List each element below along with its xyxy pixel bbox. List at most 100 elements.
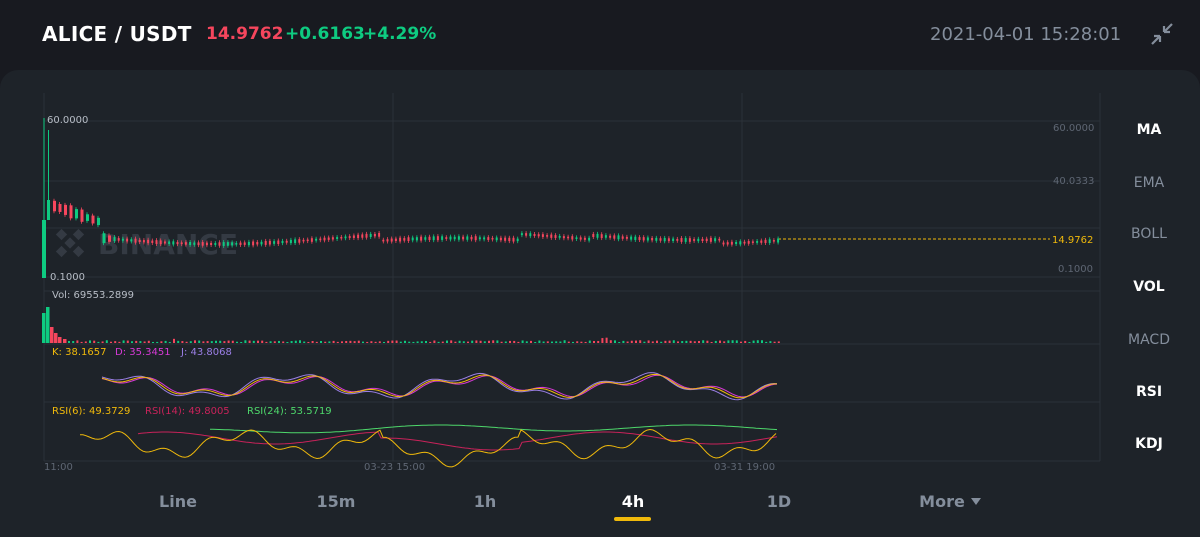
indicator-ema[interactable]: EMA — [1133, 175, 1165, 191]
volume-bar — [131, 341, 133, 343]
candle — [596, 233, 599, 238]
volume-bar — [601, 338, 604, 343]
volume-bar — [42, 313, 46, 343]
candle — [562, 236, 565, 239]
tab-more[interactable]: More — [895, 492, 1005, 511]
tab-more-label: More — [919, 492, 965, 511]
candle — [772, 240, 775, 242]
tab-4h[interactable]: 4h — [621, 492, 645, 511]
candle — [184, 242, 187, 245]
pair-title[interactable]: ALICE / USDT — [42, 22, 192, 46]
volume-bar — [521, 340, 524, 343]
volume-bar — [626, 341, 629, 343]
volume-bar — [311, 340, 314, 343]
candle — [617, 235, 620, 240]
indicator-kdj[interactable]: KDJ — [1135, 436, 1163, 452]
candle — [592, 233, 595, 238]
volume-bar — [198, 340, 201, 343]
indicator-vol[interactable]: VOL — [1133, 279, 1165, 295]
candle — [247, 241, 250, 246]
candle — [693, 239, 696, 241]
volume-bar — [677, 341, 679, 343]
volume-bar — [143, 341, 146, 343]
volume-bar — [101, 341, 104, 343]
candle — [730, 241, 733, 245]
indicator-ma[interactable]: MA — [1136, 122, 1162, 138]
volume-bar — [362, 341, 364, 343]
indicator-boll[interactable]: BOLL — [1131, 226, 1167, 242]
candle — [663, 237, 666, 242]
volume-bar — [378, 341, 381, 343]
tab-1d[interactable]: 1D — [766, 492, 792, 511]
candle — [403, 238, 406, 241]
candle — [659, 238, 662, 241]
volume-bar — [416, 341, 419, 343]
kline-chart[interactable]: BINANCE 60.0000 0.1000 60.0000 40.0333 0… — [0, 70, 1200, 470]
candle — [407, 237, 410, 242]
candle — [319, 238, 322, 241]
volume-bar — [215, 340, 217, 343]
candle — [491, 237, 494, 240]
tab-line[interactable]: Line — [159, 492, 197, 511]
volume-bar — [605, 337, 608, 343]
candle — [466, 236, 469, 240]
tab-1h[interactable]: 1h — [473, 492, 497, 511]
volume-bar — [341, 341, 343, 343]
volume-bar — [97, 341, 100, 343]
candle — [357, 234, 360, 239]
indicator-rsi[interactable]: RSI — [1135, 384, 1163, 400]
volume-bar — [387, 340, 390, 343]
rsi-lines — [79, 424, 778, 468]
candle — [667, 238, 670, 242]
candle — [260, 241, 263, 245]
volume-bar — [320, 341, 322, 343]
volume-bar — [723, 341, 726, 343]
volume-bar — [273, 341, 276, 343]
volume-bar — [765, 341, 768, 343]
candle — [159, 240, 162, 245]
candle — [751, 241, 754, 243]
candle — [415, 237, 418, 241]
candle — [441, 236, 444, 240]
volume-bar — [567, 341, 570, 343]
volume-bar — [50, 327, 54, 343]
volume-bar — [227, 340, 230, 343]
kdj-lines — [101, 372, 778, 401]
volume-bar — [219, 340, 222, 343]
candle — [739, 241, 742, 245]
volume-bar — [383, 341, 385, 343]
volume-bar — [412, 341, 415, 343]
candle — [91, 215, 95, 224]
volume-bar — [261, 340, 264, 343]
kdj-j-label: J: 43.8068 — [180, 347, 232, 358]
candle — [197, 242, 200, 246]
volume-bar — [122, 340, 125, 343]
candle — [340, 236, 343, 239]
volume-bar — [294, 340, 297, 343]
volume-bar — [68, 340, 70, 343]
volume-bar — [395, 340, 398, 343]
volume-bar — [244, 340, 247, 343]
candle — [567, 236, 570, 239]
header-bar: ALICE / USDT 14.9762 +0.6163 +4.29% 2021… — [0, 0, 1200, 70]
volume-bar — [681, 341, 684, 343]
indicator-macd[interactable]: MACD — [1128, 332, 1170, 348]
candle — [516, 238, 519, 242]
volume-bar — [668, 340, 671, 343]
time-label: 11:00 — [44, 462, 73, 470]
volume-bar — [488, 340, 490, 343]
volume-bar — [63, 339, 67, 343]
volume-bar — [710, 341, 713, 343]
tab-15m[interactable]: 15m — [316, 492, 356, 511]
candle — [529, 233, 532, 237]
volume-bar — [332, 340, 335, 343]
volume-bar — [500, 341, 503, 343]
candle — [504, 237, 507, 241]
collapse-arrows-icon[interactable] — [1148, 20, 1176, 48]
candle — [680, 238, 683, 242]
volume-bar — [689, 340, 692, 343]
candle — [294, 239, 297, 244]
volume-bar — [496, 340, 499, 343]
price-change: +0.6163 — [285, 24, 365, 44]
volume-bar — [177, 340, 180, 343]
